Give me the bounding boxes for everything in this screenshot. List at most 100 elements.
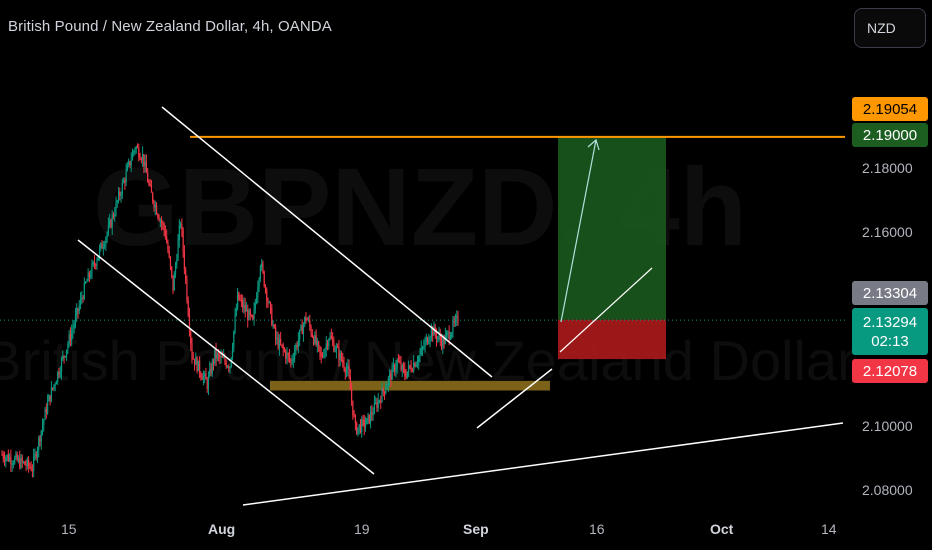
candle-body: [292, 359, 294, 361]
candle-body: [345, 369, 348, 373]
candle-body: [425, 337, 427, 342]
candle-body: [38, 437, 40, 450]
candle-body: [11, 463, 13, 465]
candle-body: [115, 202, 117, 215]
candle-body: [286, 353, 288, 359]
candle-body: [389, 373, 391, 379]
x-tick-label: Sep: [463, 521, 489, 537]
candle-body: [429, 337, 431, 341]
candle-body: [150, 185, 153, 193]
candle-body: [110, 220, 112, 228]
candle-body: [60, 359, 63, 373]
candle-body: [272, 325, 274, 327]
candle-body: [49, 395, 51, 402]
candle-body: [377, 400, 379, 408]
candle-body: [173, 273, 175, 291]
candle-body: [117, 191, 120, 201]
price-tag-target: 2.19000: [852, 123, 928, 147]
candle-body: [334, 350, 336, 352]
candle-body: [226, 366, 229, 368]
candle-body: [104, 245, 106, 247]
candle-body: [161, 220, 163, 224]
candle-body: [220, 355, 222, 358]
candle-body: [181, 223, 183, 231]
candle-body: [276, 337, 278, 340]
candle-body: [296, 345, 298, 348]
candle-body: [33, 456, 35, 471]
candle-body: [171, 266, 173, 276]
candle-body: [310, 326, 312, 334]
candle-body: [353, 415, 355, 417]
candle-body: [339, 352, 341, 360]
candle-body: [373, 402, 375, 414]
candle-body: [280, 339, 282, 345]
candle-body: [153, 201, 155, 208]
x-tick-label: 15: [61, 521, 77, 537]
candle-body: [297, 339, 299, 348]
price-tag-resistance: 2.19054: [852, 97, 928, 121]
candle-body: [245, 309, 248, 312]
candle-body: [59, 372, 61, 375]
candle-body: [87, 272, 89, 282]
candle-body: [397, 359, 400, 362]
candle-body: [67, 344, 69, 350]
candle-body: [438, 334, 440, 337]
candle-body: [126, 165, 128, 171]
candle-body: [228, 366, 230, 369]
candle-body: [457, 316, 459, 324]
candle-body: [271, 307, 273, 326]
candle-body: [186, 279, 188, 301]
candle-body: [90, 275, 92, 277]
candle-body: [396, 359, 398, 368]
y-tick-label: 2.10000: [862, 418, 913, 434]
candle-body: [287, 353, 289, 356]
candle-body: [225, 361, 227, 367]
candle-body: [321, 356, 324, 358]
candle-body: [72, 327, 74, 332]
candle-body: [214, 349, 216, 364]
candle-body: [128, 161, 130, 166]
candle-body: [394, 365, 396, 372]
candle-body: [262, 263, 264, 272]
candle-body: [35, 453, 37, 458]
candle-body: [415, 363, 417, 367]
candle-body: [253, 308, 255, 320]
candle-body: [34, 453, 36, 457]
candle-body: [154, 204, 156, 208]
candle-body: [106, 233, 108, 239]
candle-body: [48, 395, 50, 402]
candle-body: [134, 148, 136, 151]
candle-body: [9, 457, 11, 461]
candle-body: [135, 147, 137, 149]
candle-body: [256, 297, 258, 304]
candle-body: [428, 340, 430, 344]
candle-body: [409, 365, 411, 367]
candle-body: [432, 327, 434, 336]
candle-body: [105, 238, 107, 246]
candle-body: [79, 298, 82, 306]
candle-body: [109, 220, 111, 226]
candle-body: [313, 337, 315, 344]
candle-countdown: 02:13: [871, 332, 909, 350]
candle-body: [446, 332, 448, 336]
candle-body: [78, 305, 80, 312]
profit-zone: [558, 136, 666, 320]
candle-body: [142, 153, 144, 160]
candle-body: [239, 299, 241, 301]
candle-body: [95, 264, 97, 266]
candle-body: [114, 214, 116, 217]
candle-body: [383, 391, 386, 394]
candle-body: [28, 459, 30, 466]
candle-body: [282, 345, 284, 350]
candle-body: [101, 243, 103, 249]
candle-body: [447, 331, 449, 333]
candle-body: [219, 354, 221, 358]
candle-body: [168, 251, 170, 257]
candle-body: [439, 334, 441, 340]
currency-button[interactable]: NZD: [854, 8, 926, 48]
candle-body: [98, 248, 101, 257]
candle-body: [305, 317, 307, 320]
candle-body: [64, 356, 66, 358]
candle-body: [124, 180, 126, 183]
